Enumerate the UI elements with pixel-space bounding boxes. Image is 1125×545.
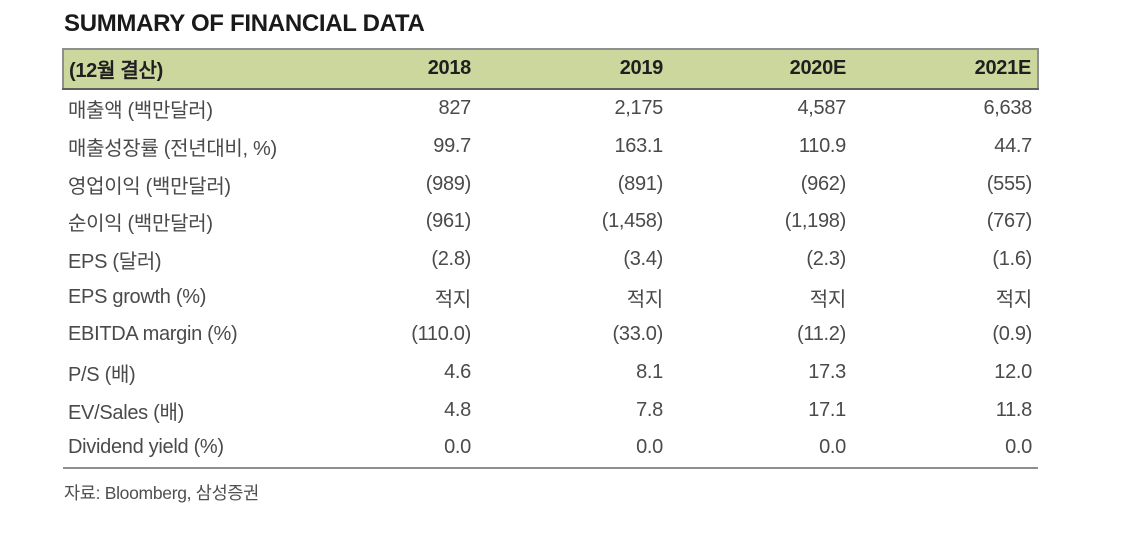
financial-summary-section: SUMMARY OF FINANCIAL DATA (12월 결산) 2018 …: [62, 10, 1039, 505]
cell-value: 99.7: [433, 134, 471, 157]
cell-value: (962): [800, 172, 847, 195]
cell-value: 적지: [434, 288, 472, 311]
table-row: EPS (달러) (2.8) (3.4) (2.3) (1.6): [63, 241, 1038, 279]
header-col-2018: 2018: [364, 47, 477, 90]
table-body: 매출액 (백만달러) 827 2,175 4,587 6,638 매출성장률 (전년대비,…: [63, 89, 1038, 469]
table-header-row: (12월 결산) 2018 2019 2020E 2021E: [62, 47, 1039, 90]
cell-value: 6,638: [983, 97, 1032, 120]
cell-value: 4,587: [797, 97, 846, 120]
cell-value: (1,198): [784, 210, 847, 233]
cell-value: 163.1: [614, 134, 663, 157]
cell-value: 0.0: [852, 428, 1038, 469]
table-row: P/S (배) 4.6 8.1 17.3 12.0: [63, 354, 1038, 392]
cell-value: (961): [425, 210, 472, 233]
header-fiscal-label: (12월 결산): [62, 47, 364, 90]
cell-value: (989): [425, 172, 472, 195]
cell-value: (110.0): [411, 323, 471, 346]
cell-value: (555): [986, 172, 1033, 195]
header-col-2019: 2019: [477, 47, 669, 90]
table-row: 매출성장률 (전년대비, %) 99.7 163.1 110.9 44.7: [63, 127, 1038, 165]
cell-value: (891): [617, 172, 664, 195]
cell-value: 4.6: [444, 360, 471, 383]
cell-value: (1,458): [601, 210, 664, 233]
cell-value: 44.7: [994, 134, 1032, 157]
cell-value: 0.0: [364, 428, 477, 469]
row-label: EV/Sales (배): [68, 401, 184, 424]
cell-value: (1.6): [992, 247, 1032, 270]
row-label: 매출액 (백만달러): [68, 100, 213, 123]
source-note: 자료: Bloomberg, 삼성증권: [64, 482, 259, 503]
cell-value: 0.0: [669, 428, 852, 469]
cell-value: 17.3: [808, 360, 846, 383]
table-row: 영업이익 (백만달러) (989) (891) (962) (555): [63, 165, 1038, 203]
cell-value: (767): [986, 210, 1033, 233]
cell-value: 17.1: [808, 398, 846, 421]
table-row: Dividend yield (%) 0.0 0.0 0.0 0.0: [63, 428, 1038, 469]
cell-value: 110.9: [798, 134, 846, 157]
cell-value: 적지: [809, 288, 847, 311]
row-label: Dividend yield (%): [63, 428, 364, 469]
row-label: EBITDA margin (%): [68, 323, 238, 346]
page-title: SUMMARY OF FINANCIAL DATA: [64, 10, 425, 37]
cell-value: 0.0: [477, 428, 669, 469]
table-row: EBITDA margin (%) (110.0) (33.0) (11.2) (0.9…: [63, 316, 1038, 354]
cell-value: (11.2): [797, 323, 846, 346]
cell-value: 827: [438, 97, 472, 120]
row-label: 영업이익 (백만달러): [68, 175, 231, 198]
cell-value: (3.4): [623, 247, 663, 270]
header-col-2020e: 2020E: [669, 47, 852, 90]
table-row: 순이익 (백만달러) (961) (1,458) (1,198) (767): [63, 203, 1038, 241]
cell-value: 적지: [626, 288, 664, 311]
cell-value: (2.8): [431, 247, 471, 270]
cell-value: (2.3): [806, 247, 846, 270]
row-label: EPS (달러): [68, 250, 162, 273]
cell-value: (0.9): [992, 323, 1032, 346]
cell-value: 2,175: [614, 97, 663, 120]
cell-value: 12.0: [994, 360, 1032, 383]
cell-value: 8.1: [636, 360, 663, 383]
financial-table: (12월 결산) 2018 2019 2020E 2021E 매출액 (백만달러…: [62, 47, 1039, 469]
table-row: EPS growth (%) 적지 적지 적지 적지: [63, 278, 1038, 316]
row-label: 매출성장률 (전년대비, %): [68, 137, 277, 160]
header-col-2021e: 2021E: [852, 47, 1039, 90]
row-label: EPS growth (%): [68, 285, 207, 308]
cell-value: 4.8: [444, 398, 471, 421]
cell-value: 적지: [995, 288, 1033, 311]
cell-value: (33.0): [612, 323, 664, 346]
cell-value: 7.8: [636, 398, 663, 421]
row-label: P/S (배): [68, 363, 136, 386]
row-label: 순이익 (백만달러): [68, 213, 213, 236]
table-row: EV/Sales (배) 4.8 7.8 17.1 11.8: [63, 391, 1038, 429]
cell-value: 11.8: [995, 398, 1033, 421]
table-row: 매출액 (백만달러) 827 2,175 4,587 6,638: [63, 89, 1038, 128]
